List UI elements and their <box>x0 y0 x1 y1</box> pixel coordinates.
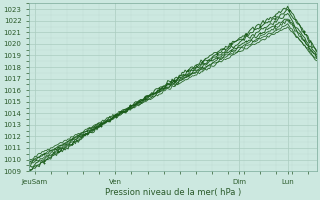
X-axis label: Pression niveau de la mer( hPa ): Pression niveau de la mer( hPa ) <box>105 188 241 197</box>
